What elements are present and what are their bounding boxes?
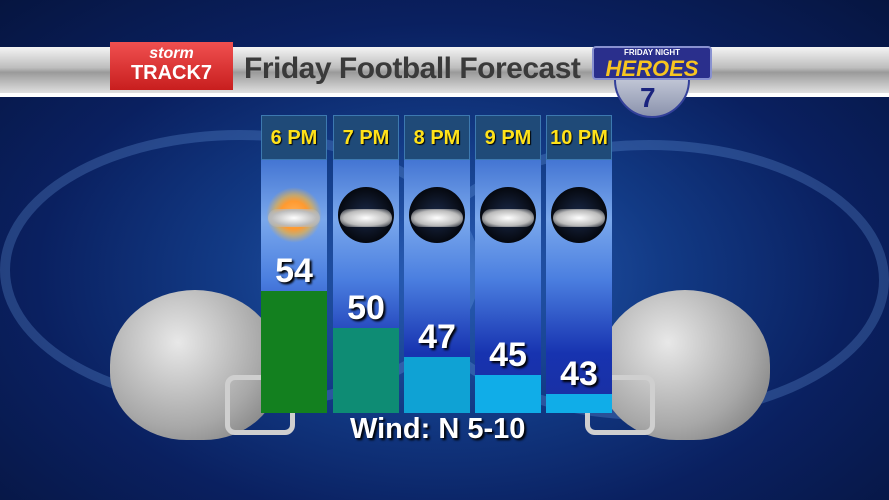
time-label: 8 PM	[404, 115, 470, 160]
temperature-label: 54	[275, 251, 313, 290]
time-label: 10 PM	[546, 115, 612, 160]
right-helmet-image	[600, 290, 770, 440]
temperature-bar	[261, 290, 327, 413]
logo-top-text: FRIDAY NIGHT	[623, 48, 680, 57]
temperature-label: 50	[347, 289, 385, 328]
logo-channel: 7	[640, 82, 656, 113]
wind-text: Wind: N 5-10	[350, 413, 526, 445]
night-mostly-cloudy-icon	[551, 187, 607, 243]
partly-sunny-icon	[266, 187, 322, 243]
temperature-label: 45	[489, 336, 527, 375]
temperature-bar	[333, 328, 399, 413]
forecast-column: 7 PM 50	[333, 115, 399, 413]
night-mostly-cloudy-icon	[409, 187, 465, 243]
friday-night-heroes-logo: FRIDAY NIGHT HEROES 7	[592, 30, 712, 118]
forecast-column: 8 PM 47	[404, 115, 470, 413]
page-title: Friday Football Forecast	[244, 52, 581, 85]
logo-main-text: HEROES	[605, 56, 699, 81]
cloud-icon	[268, 209, 320, 227]
temperature-bar	[404, 356, 470, 413]
time-label: 9 PM	[475, 115, 541, 160]
left-helmet-image	[110, 290, 280, 440]
brand-bottom: TRACK7	[130, 62, 213, 84]
cloud-icon	[411, 209, 463, 227]
cloud-icon	[482, 209, 534, 227]
temperature-label: 43	[560, 355, 598, 394]
night-mostly-cloudy-icon	[480, 187, 536, 243]
cloud-icon	[553, 209, 605, 227]
cloud-icon	[340, 209, 392, 227]
storm-track-7-logo: storm TRACK7	[110, 42, 233, 90]
forecast-column: 9 PM 45	[475, 115, 541, 413]
time-label: 6 PM	[261, 115, 327, 160]
time-label: 7 PM	[333, 115, 399, 160]
temperature-label: 47	[418, 317, 456, 356]
logo-plate: FRIDAY NIGHT HEROES	[592, 46, 712, 80]
temperature-bar	[546, 394, 612, 413]
forecast-column: 6 PM 54	[261, 115, 327, 413]
brand-top: storm	[149, 45, 194, 62]
night-partly-cloudy-icon	[338, 187, 394, 243]
temperature-bar	[475, 375, 541, 413]
forecast-column: 10 PM 43	[546, 115, 612, 413]
